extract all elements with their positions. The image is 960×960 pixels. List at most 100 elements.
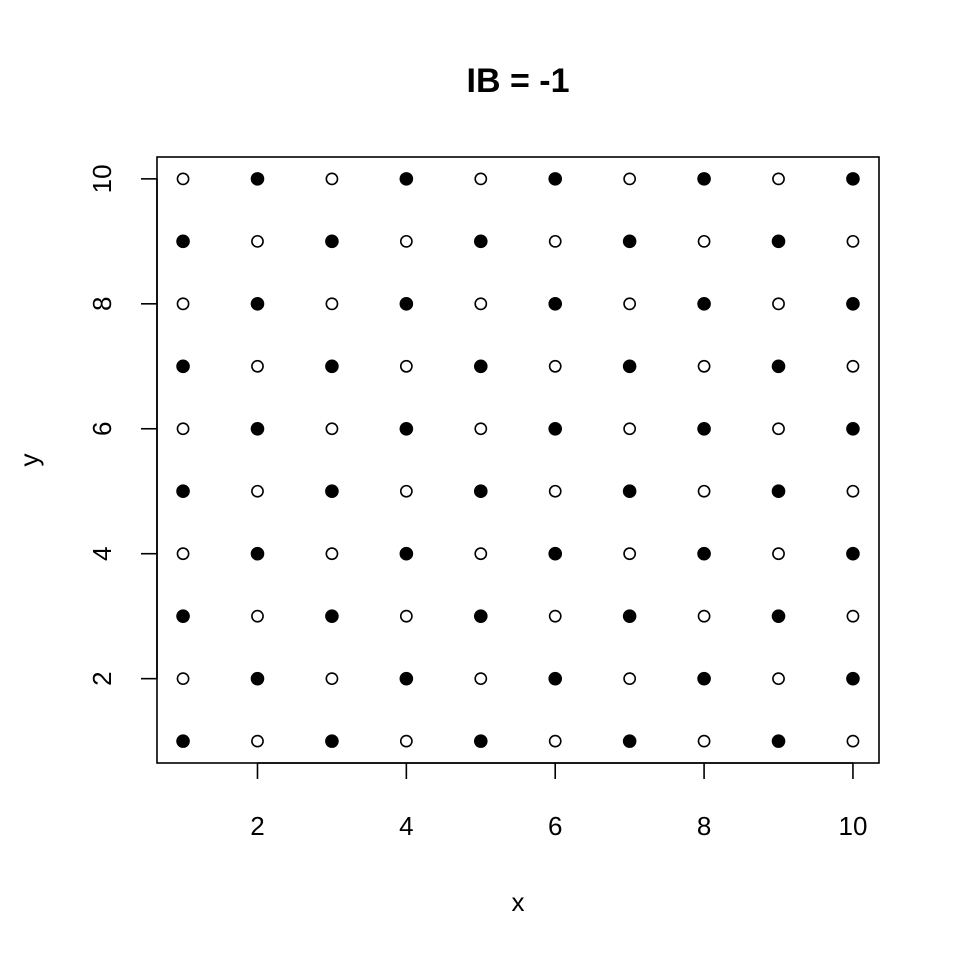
filled-point <box>399 172 414 186</box>
open-point <box>251 484 264 498</box>
filled-point <box>473 734 488 748</box>
filled-point <box>697 297 711 311</box>
x-tick-label: 4 <box>399 811 413 841</box>
open-point <box>251 234 264 248</box>
filled-point <box>697 421 711 436</box>
filled-point <box>250 421 265 436</box>
open-point <box>697 484 711 498</box>
filled-point <box>176 484 190 499</box>
filled-point <box>697 172 711 186</box>
filled-point <box>176 609 190 623</box>
open-point <box>623 672 637 686</box>
open-point <box>846 234 860 248</box>
y-axis-label: y <box>14 454 44 467</box>
open-point <box>251 359 264 373</box>
filled-point <box>250 671 265 686</box>
filled-point <box>622 359 637 374</box>
filled-point <box>771 484 786 499</box>
open-point <box>623 547 637 561</box>
open-point <box>772 547 785 561</box>
open-point <box>399 234 413 248</box>
open-point <box>772 422 785 436</box>
open-point <box>772 672 785 686</box>
open-point <box>548 359 562 373</box>
filled-point <box>548 671 563 686</box>
filled-point <box>250 297 265 311</box>
filled-point <box>548 297 563 311</box>
filled-point <box>846 172 860 186</box>
filled-point <box>473 359 488 374</box>
open-point <box>697 609 711 623</box>
open-point <box>846 609 860 623</box>
open-point <box>325 547 339 561</box>
filled-point <box>325 359 339 374</box>
open-point <box>176 422 190 436</box>
filled-point <box>697 671 711 686</box>
open-point <box>623 297 637 311</box>
filled-point <box>473 609 488 623</box>
filled-point <box>250 546 265 561</box>
open-point <box>548 484 562 498</box>
open-point <box>325 297 339 311</box>
filled-point <box>325 609 339 623</box>
open-point <box>325 672 339 686</box>
x-tick-label: 2 <box>250 811 264 841</box>
filled-point <box>771 359 786 374</box>
data-points <box>176 172 860 748</box>
open-point <box>399 609 413 623</box>
open-point <box>623 172 637 186</box>
open-point <box>474 547 488 561</box>
filled-point <box>325 734 339 748</box>
open-point <box>846 359 860 373</box>
open-point <box>399 484 413 498</box>
filled-point <box>771 609 786 623</box>
open-point <box>176 547 190 561</box>
open-point <box>325 172 339 186</box>
filled-point <box>250 172 265 186</box>
filled-point <box>473 234 488 249</box>
open-point <box>697 359 711 373</box>
open-point <box>846 734 860 748</box>
open-point <box>772 297 785 311</box>
filled-point <box>399 671 414 686</box>
y-tick-label: 2 <box>87 671 117 685</box>
open-point <box>399 734 413 748</box>
open-point <box>548 609 562 623</box>
open-point <box>251 609 264 623</box>
open-point <box>474 297 488 311</box>
x-tick-label: 10 <box>838 811 867 841</box>
filled-point <box>771 734 786 748</box>
filled-point <box>399 297 414 311</box>
open-point <box>399 359 413 373</box>
filled-point <box>846 421 860 436</box>
y-tick-label: 6 <box>87 422 117 436</box>
y-tick-label: 8 <box>87 297 117 311</box>
filled-point <box>622 234 637 249</box>
filled-point <box>846 297 860 311</box>
filled-point <box>846 546 860 561</box>
x-tick-label: 6 <box>548 811 562 841</box>
filled-point <box>548 546 563 561</box>
filled-point <box>697 546 711 561</box>
open-point <box>251 734 264 748</box>
filled-point <box>548 421 563 436</box>
filled-point <box>176 234 190 249</box>
open-point <box>697 234 711 248</box>
filled-point <box>399 421 414 436</box>
open-point <box>474 672 488 686</box>
filled-point <box>399 546 414 561</box>
open-point <box>772 172 785 186</box>
filled-point <box>771 234 786 249</box>
filled-point <box>846 671 860 686</box>
filled-point <box>325 484 339 499</box>
open-point <box>474 422 488 436</box>
x-tick-label: 8 <box>697 811 711 841</box>
filled-point <box>548 172 563 186</box>
filled-point <box>176 734 190 748</box>
y-tick-label: 4 <box>87 546 117 560</box>
chart-title: IB = -1 <box>467 62 570 100</box>
open-point <box>176 297 190 311</box>
filled-point <box>473 484 488 499</box>
filled-point <box>622 734 637 748</box>
